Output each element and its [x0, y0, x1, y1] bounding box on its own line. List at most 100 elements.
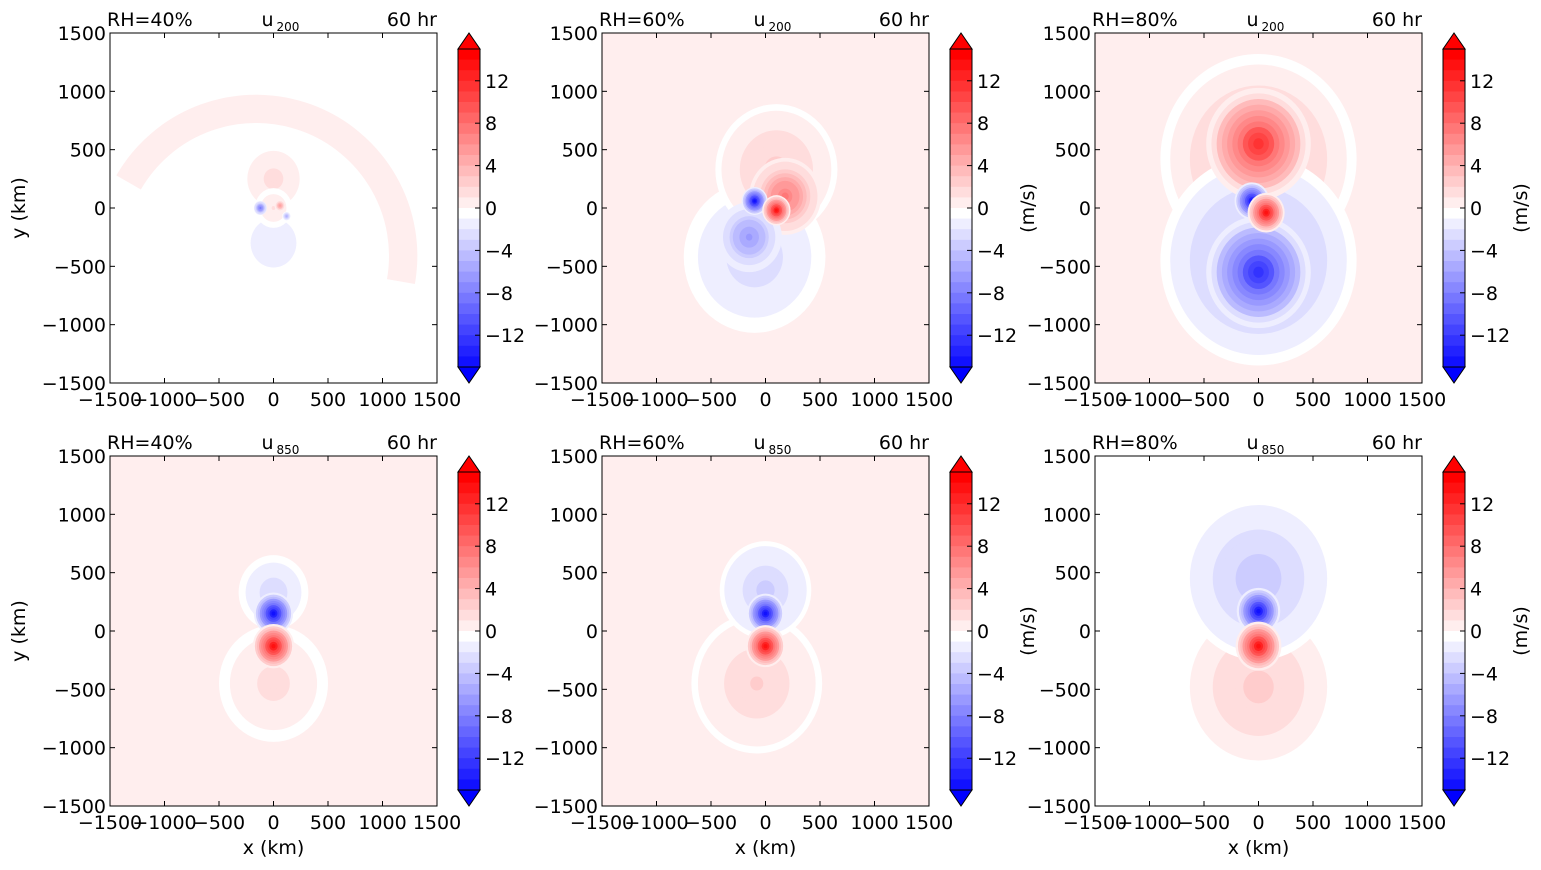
colorbar-tick-label: 8	[977, 536, 989, 558]
title-variable: u	[261, 432, 273, 454]
x-tick-label: −1000	[624, 812, 688, 834]
colorbar-band	[458, 503, 480, 515]
y-tick-label: −500	[54, 256, 106, 278]
y-tick-label: −1500	[42, 796, 106, 818]
heatmap-blob	[271, 206, 276, 210]
colorbar-tick-label: 12	[485, 71, 509, 93]
colorbar-band	[1443, 546, 1465, 558]
title-variable-subscript: 200	[277, 20, 300, 34]
x-tick-label: 1500	[905, 812, 953, 834]
colorbar-band	[458, 546, 480, 558]
x-tick-label: 1000	[1343, 389, 1391, 411]
colorbar-band	[950, 535, 972, 547]
y-tick-label: −1500	[534, 796, 598, 818]
title-variable: u	[753, 432, 765, 454]
colorbar-band	[458, 261, 480, 273]
colorbar-band	[950, 684, 972, 696]
x-tick-label: −1000	[132, 389, 196, 411]
y-tick-label: 1500	[1043, 23, 1091, 45]
x-tick-label: −500	[193, 812, 245, 834]
x-tick-label: −1500	[1063, 812, 1127, 834]
x-tick-label: 1500	[1398, 812, 1446, 834]
colorbar-band	[1443, 631, 1465, 643]
colorbar-band	[950, 250, 972, 262]
colorbar-tick-label: 8	[1470, 536, 1482, 558]
y-tick-label: −1000	[534, 315, 598, 337]
colorbar-tick-label: −4	[485, 240, 513, 262]
colorbar-band	[950, 768, 972, 780]
colorbar-band	[458, 133, 480, 145]
title-right: 60 hr	[387, 432, 437, 454]
colorbar-tick-label: −4	[485, 663, 513, 685]
x-tick-label: 1000	[358, 389, 406, 411]
colorbar-band	[1443, 768, 1465, 780]
title-right: 60 hr	[1372, 432, 1422, 454]
colorbar-band	[950, 123, 972, 135]
colorbar-band	[950, 662, 972, 674]
colorbar-band	[458, 609, 480, 621]
colorbar-tick-label: −12	[1470, 748, 1510, 770]
colorbar-band	[950, 282, 972, 294]
x-axis-label: x (km)	[243, 837, 305, 859]
colorbar-band	[458, 715, 480, 727]
colorbar-extend-min	[457, 366, 481, 384]
colorbar-band	[1443, 715, 1465, 727]
colorbar-band	[950, 186, 972, 198]
x-tick-label: −500	[193, 389, 245, 411]
y-tick-label: −500	[546, 256, 598, 278]
colorbar-band	[458, 186, 480, 198]
colorbar-band	[950, 631, 972, 643]
x-tick-label: −500	[1178, 389, 1230, 411]
colorbar-band	[1443, 588, 1465, 600]
x-axis-label: x (km)	[735, 837, 797, 859]
colorbar-band	[1443, 80, 1465, 92]
colorbar-band	[458, 144, 480, 156]
x-tick-label: 1500	[413, 812, 461, 834]
colorbar-extend-min	[1442, 366, 1466, 384]
heatmap-blob	[750, 676, 764, 691]
x-tick-label: −1500	[1063, 389, 1127, 411]
colorbar-band	[950, 345, 972, 357]
colorbar-band	[458, 726, 480, 738]
colorbar-band	[1443, 673, 1465, 685]
colorbar-band	[1443, 684, 1465, 696]
colorbar-tick-label: −8	[1470, 283, 1498, 305]
y-tick-label: −1500	[534, 373, 598, 395]
title-left: RH=40%	[107, 9, 193, 31]
colorbar: 12 8 4 0 −4 −8 −12	[457, 455, 525, 807]
colorbar-tick-label: 8	[485, 536, 497, 558]
colorbar-band	[458, 758, 480, 770]
colorbar-band	[950, 620, 972, 632]
colorbar-band	[458, 49, 480, 61]
colorbar-tick-label: −12	[485, 325, 525, 347]
y-axis-label: y (km)	[8, 177, 30, 239]
colorbar-band	[458, 567, 480, 579]
colorbar-band	[458, 599, 480, 611]
colorbar-band	[1443, 112, 1465, 124]
colorbar-extend-max	[1442, 455, 1466, 473]
colorbar-label: (m/s)	[1510, 606, 1532, 656]
colorbar-band	[950, 641, 972, 653]
colorbar-label: (m/s)	[1017, 183, 1039, 233]
y-tick-label: 1500	[58, 23, 106, 45]
title-variable: u	[261, 9, 273, 31]
heatmap-blob	[1264, 210, 1268, 215]
colorbar-extend-max	[457, 455, 481, 473]
colorbar-extend-max	[1442, 32, 1466, 50]
heatmap-speck	[286, 215, 288, 217]
colorbar-band	[458, 70, 480, 82]
x-tick-label: −500	[1178, 812, 1230, 834]
colorbar-band	[950, 292, 972, 304]
colorbar-tick-label: 8	[977, 113, 989, 135]
colorbar-tick-label: 12	[485, 494, 509, 516]
colorbar-band	[1443, 208, 1465, 220]
colorbar-band	[950, 112, 972, 124]
colorbar-band	[1443, 567, 1465, 579]
colorbar-band	[1443, 102, 1465, 114]
colorbar-band	[1443, 303, 1465, 315]
colorbar-band	[950, 726, 972, 738]
colorbar-band	[458, 314, 480, 326]
colorbar-band	[458, 282, 480, 294]
y-tick-label: −1500	[1027, 373, 1091, 395]
colorbar-band	[1443, 324, 1465, 336]
